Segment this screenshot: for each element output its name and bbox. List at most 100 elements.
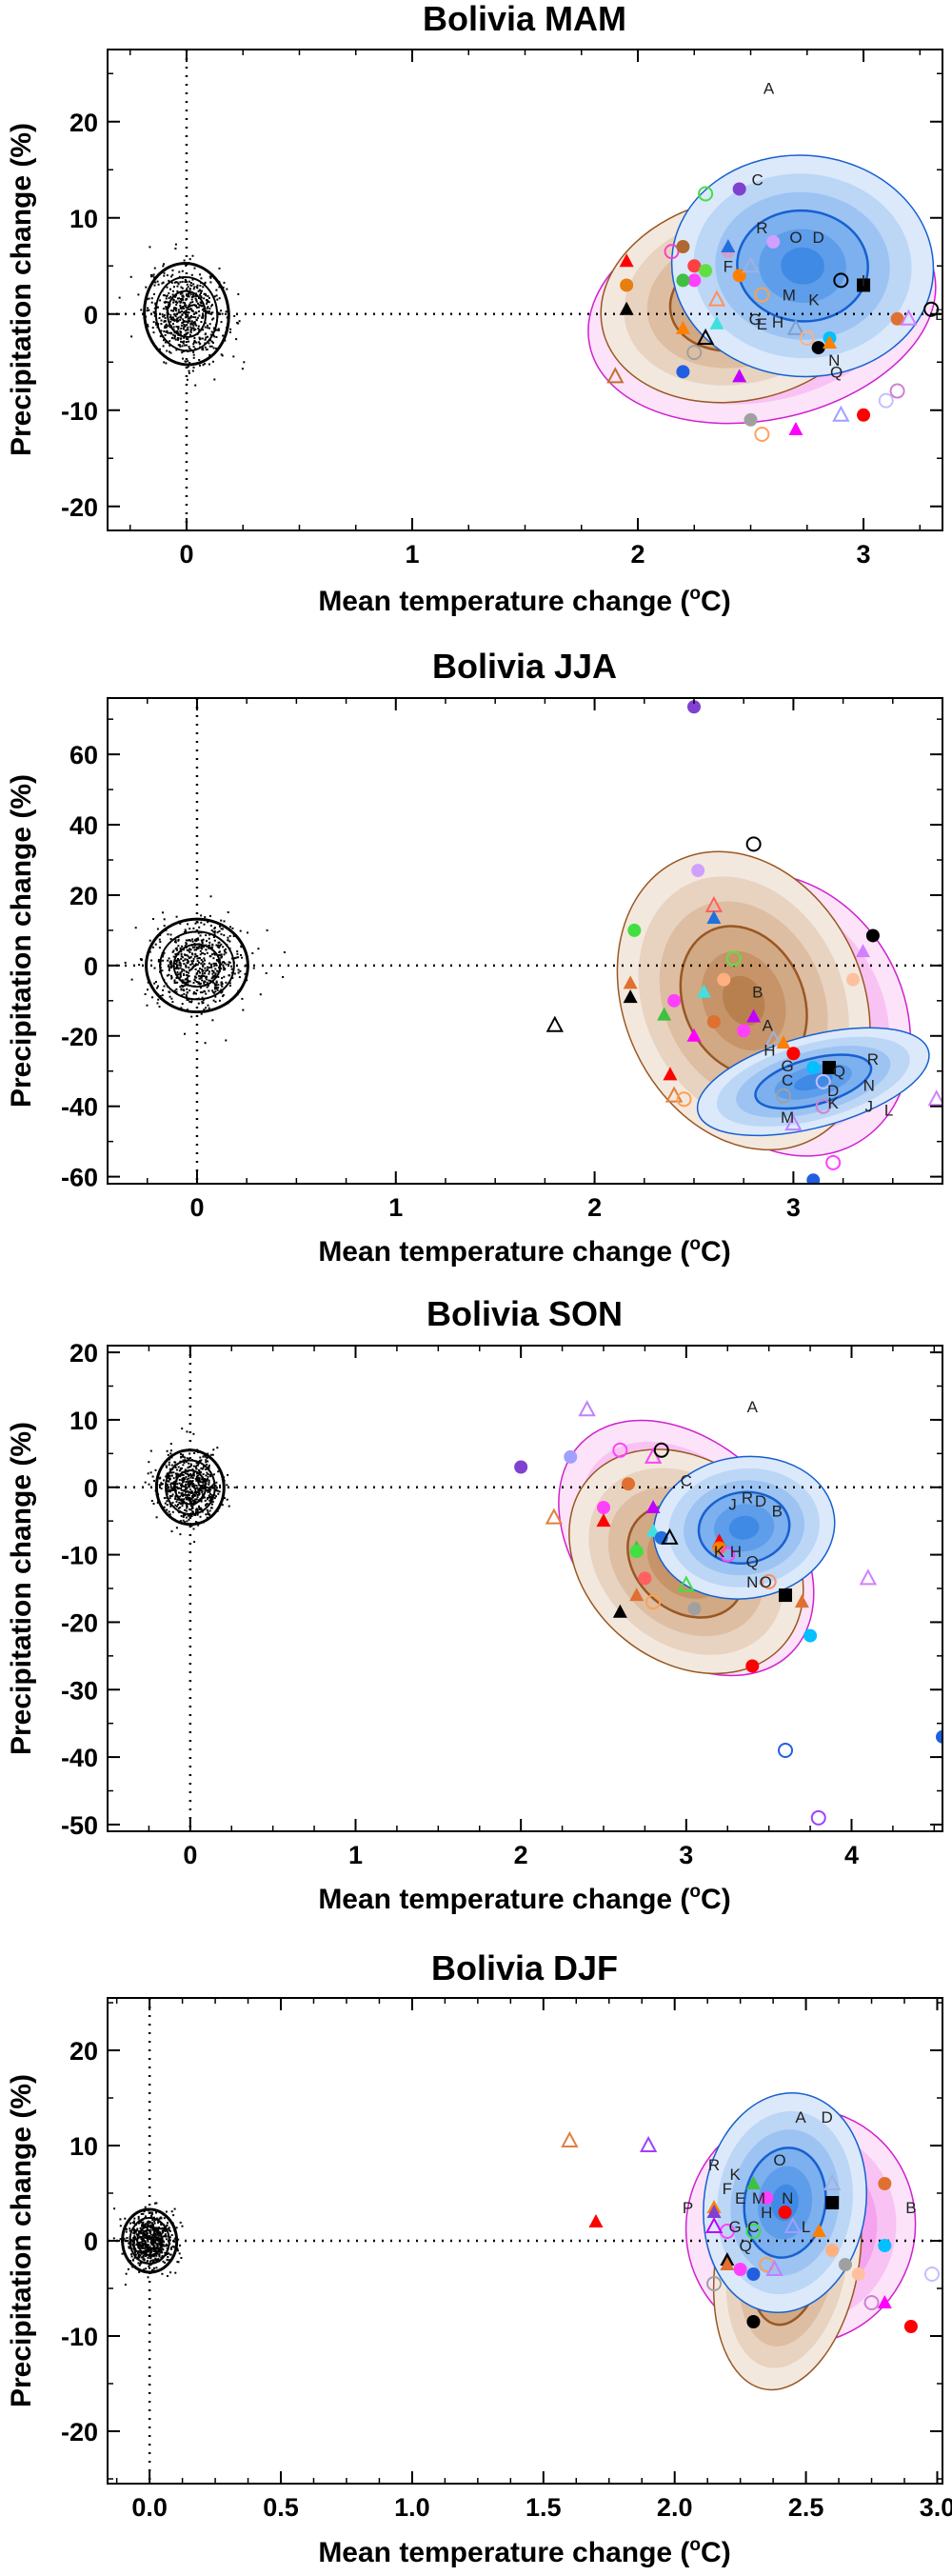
- noise-point: [169, 305, 171, 308]
- noise-point: [207, 1452, 209, 1455]
- noise-point: [213, 328, 215, 330]
- noise-point: [196, 1472, 198, 1475]
- noise-point: [192, 322, 195, 325]
- noise-point: [150, 2214, 152, 2217]
- model-marker: [545, 1015, 564, 1032]
- noise-point: [147, 323, 149, 326]
- noise-point: [185, 978, 188, 980]
- noise-point: [166, 1504, 169, 1507]
- noise-point: [228, 940, 231, 943]
- noise-point: [152, 321, 155, 324]
- model-letter-label: M: [783, 287, 796, 305]
- noise-point: [220, 353, 223, 356]
- noise-point: [205, 1474, 208, 1477]
- model-marker: [775, 1088, 791, 1104]
- noise-point: [168, 291, 170, 294]
- noise-point: [183, 311, 186, 314]
- noise-point: [221, 990, 224, 993]
- noise-point: [185, 1485, 188, 1487]
- noise-point: [119, 2225, 122, 2227]
- noise-point: [188, 1514, 191, 1517]
- noise-point: [154, 2240, 157, 2243]
- noise-point: [168, 2259, 170, 2262]
- noise-point: [218, 999, 221, 1002]
- noise-point: [172, 2246, 175, 2248]
- noise-point: [187, 1496, 189, 1499]
- model-marker: [622, 1477, 636, 1491]
- noise-point: [180, 1502, 183, 1505]
- noise-point: [174, 2271, 177, 2274]
- model-letter-label: D: [827, 1082, 839, 1100]
- noise-point: [173, 281, 176, 284]
- model-marker: [761, 1573, 777, 1589]
- noise-point: [187, 980, 189, 983]
- noise-point: [189, 1463, 192, 1466]
- chart-title: Bolivia MAM: [423, 0, 626, 38]
- noise-point: [188, 348, 191, 349]
- noise-point: [192, 990, 195, 993]
- noise-point: [164, 325, 167, 328]
- noise-point: [160, 2248, 163, 2251]
- noise-point: [190, 1464, 192, 1467]
- noise-point: [220, 943, 223, 946]
- noise-point: [190, 1000, 193, 1003]
- noise-point: [168, 1510, 170, 1513]
- noise-point: [194, 1510, 197, 1513]
- noise-point: [134, 2251, 136, 2254]
- noise-point: [179, 2244, 181, 2247]
- ellipse-band: [793, 1072, 833, 1091]
- noise-point: [173, 980, 176, 983]
- noise-point: [200, 947, 203, 949]
- noise-point: [155, 2202, 158, 2205]
- noise-point: [151, 2234, 154, 2237]
- x-tick-label: 1: [405, 540, 419, 569]
- noise-point: [192, 1483, 195, 1486]
- noise-point: [169, 303, 171, 306]
- noise-point: [186, 1505, 188, 1508]
- noise-point: [194, 384, 197, 387]
- noise-point: [194, 939, 196, 942]
- noise-point: [198, 359, 201, 361]
- noise-point: [208, 345, 211, 348]
- noise-point: [155, 2259, 158, 2262]
- noise-point: [166, 274, 169, 277]
- model-letter-label: A: [795, 2108, 806, 2127]
- noise-point: [149, 2237, 150, 2240]
- noise-point: [231, 927, 234, 929]
- noise-point: [183, 320, 186, 323]
- noise-point: [177, 973, 180, 976]
- noise-point: [203, 363, 206, 365]
- noise-point: [216, 969, 219, 972]
- noise-point: [168, 1461, 170, 1464]
- noise-point: [147, 307, 149, 310]
- model-marker: [657, 1007, 672, 1021]
- noise-point: [198, 1478, 201, 1481]
- noise-point: [160, 1488, 163, 1490]
- noise-point: [188, 371, 190, 374]
- x-axis-label-degree: o: [689, 1882, 701, 1902]
- noise-point: [192, 366, 195, 369]
- y-tick-label: -20: [61, 493, 98, 522]
- noise-point: [128, 2246, 130, 2248]
- noise-point: [206, 1498, 208, 1501]
- noise-point: [181, 968, 184, 970]
- ellipse-blue: [703, 2091, 867, 2314]
- noise-point: [201, 337, 204, 340]
- noise-point: [169, 1449, 172, 1452]
- noise-point: [216, 298, 219, 301]
- noise-point: [174, 295, 177, 298]
- noise-point: [171, 1493, 174, 1496]
- noise-point: [183, 1498, 186, 1501]
- noise-point: [180, 1494, 183, 1497]
- x-axis-label-unit: C): [701, 2537, 731, 2568]
- noise-point: [202, 999, 205, 1002]
- noise-point: [129, 2239, 132, 2242]
- noise-point: [186, 954, 188, 957]
- noise-point: [186, 321, 188, 323]
- noise-point: [192, 992, 195, 995]
- noise-point: [222, 964, 225, 967]
- noise-point: [141, 2222, 144, 2225]
- noise-point: [238, 320, 241, 323]
- noise-point: [237, 968, 240, 971]
- noise-point: [139, 2221, 142, 2224]
